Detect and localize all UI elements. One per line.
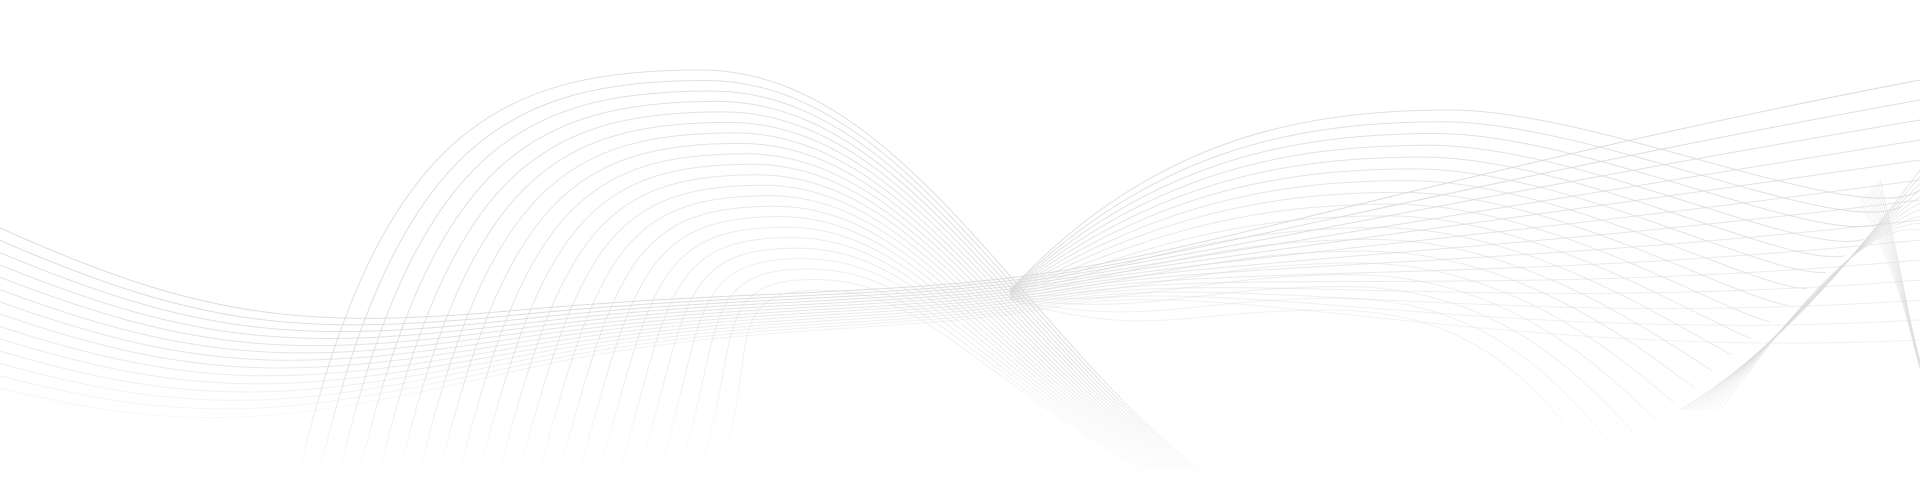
wave-line-right-cross <box>1863 195 1920 368</box>
wave-line-right-arc <box>1009 156 1845 293</box>
wave-line-center-arc <box>499 174 1172 471</box>
wave-line-center-arc <box>679 268 1146 471</box>
wave-line-right-arc <box>1009 238 1714 372</box>
wave-line-right-cross <box>1861 197 1920 370</box>
wave-line-right-arc <box>1009 144 1864 293</box>
wave-line-right-arc <box>1009 133 1883 292</box>
wave-line-center-arc <box>659 258 1149 471</box>
wave-line-right-cross <box>1710 216 1920 411</box>
wave-line-center-arc <box>699 279 1144 471</box>
wave-line-right-arc <box>1009 262 1676 405</box>
wave-line-center-arc <box>459 153 1178 471</box>
wave-line-center-arc <box>599 226 1158 471</box>
wave-line-left <box>0 99 1920 326</box>
wave-line-left <box>0 179 1920 354</box>
wave-line-center-arc <box>719 289 1141 471</box>
wave-line-left <box>0 159 1920 347</box>
wave-line-right-cross <box>1715 222 1920 411</box>
wave-line-left <box>0 279 1920 393</box>
wave-line-right-arc <box>1009 299 1601 471</box>
wave-line-center-arc <box>559 205 1164 471</box>
wave-line-center-arc <box>539 195 1166 471</box>
wave-line-right-arc <box>1009 168 1826 294</box>
wave-line-right-arc <box>1009 180 1808 294</box>
wave-line-center-arc <box>479 163 1175 471</box>
wave-line-right-cross <box>1866 193 1920 367</box>
wave-line-right-cross <box>1875 184 1920 363</box>
wave-line-right-cross <box>1872 186 1920 364</box>
wave-line-right-arc <box>1009 285 1639 438</box>
wave-line-right-arc <box>1009 203 1770 323</box>
wave-line-left <box>0 239 1920 377</box>
wave-line-left <box>0 119 1920 333</box>
wave-line-right-cross <box>1879 179 1920 361</box>
wave-line-center-arc <box>419 132 1184 471</box>
wave-group-container <box>0 69 1920 471</box>
wave-line-right-cross <box>1859 199 1920 371</box>
wave-line-left <box>0 219 1920 369</box>
wave-line-right-cross <box>1684 176 1920 411</box>
wave-line-center-arc <box>379 111 1189 471</box>
wave-line-center-arc <box>579 216 1161 471</box>
wave-line-right-cross <box>1870 188 1920 365</box>
wave-line-right-cross <box>1868 190 1920 366</box>
wave-line-right-arc <box>1009 109 1920 291</box>
wave-line-center-arc <box>639 247 1152 471</box>
wave-line-right-arc <box>1009 250 1695 389</box>
wave-line-right-cross <box>1706 209 1920 411</box>
wave-line-left <box>0 298 1920 419</box>
wave-line-left <box>0 291 1920 401</box>
wave-line-center-arc <box>619 237 1155 471</box>
wave-line-center-arc <box>399 121 1187 471</box>
wave-line-right-arc <box>1009 121 1902 291</box>
wave-line-left <box>0 295 1920 410</box>
wave-line-left <box>0 259 1920 385</box>
wave-line-center-arc <box>519 184 1169 471</box>
wave-line-right-arc <box>1009 274 1657 421</box>
wave-line-right-arc <box>1009 297 1620 454</box>
wave-line-left <box>0 199 1920 361</box>
wave-line-right-cross <box>1877 182 1920 362</box>
wave-line-center-arc <box>299 69 1201 471</box>
wave-line-right-arc <box>1009 191 1789 306</box>
wave-line-right-arc <box>1009 215 1751 339</box>
wave-line-right-cross <box>1719 228 1920 411</box>
wave-line-right-arc <box>1009 227 1732 356</box>
wave-line-left <box>0 79 1920 319</box>
wave-line-center-arc <box>339 90 1195 471</box>
wave-line-center-arc <box>359 100 1192 471</box>
wave-line-center-arc <box>439 142 1181 471</box>
wave-line-center-arc <box>319 79 1198 471</box>
